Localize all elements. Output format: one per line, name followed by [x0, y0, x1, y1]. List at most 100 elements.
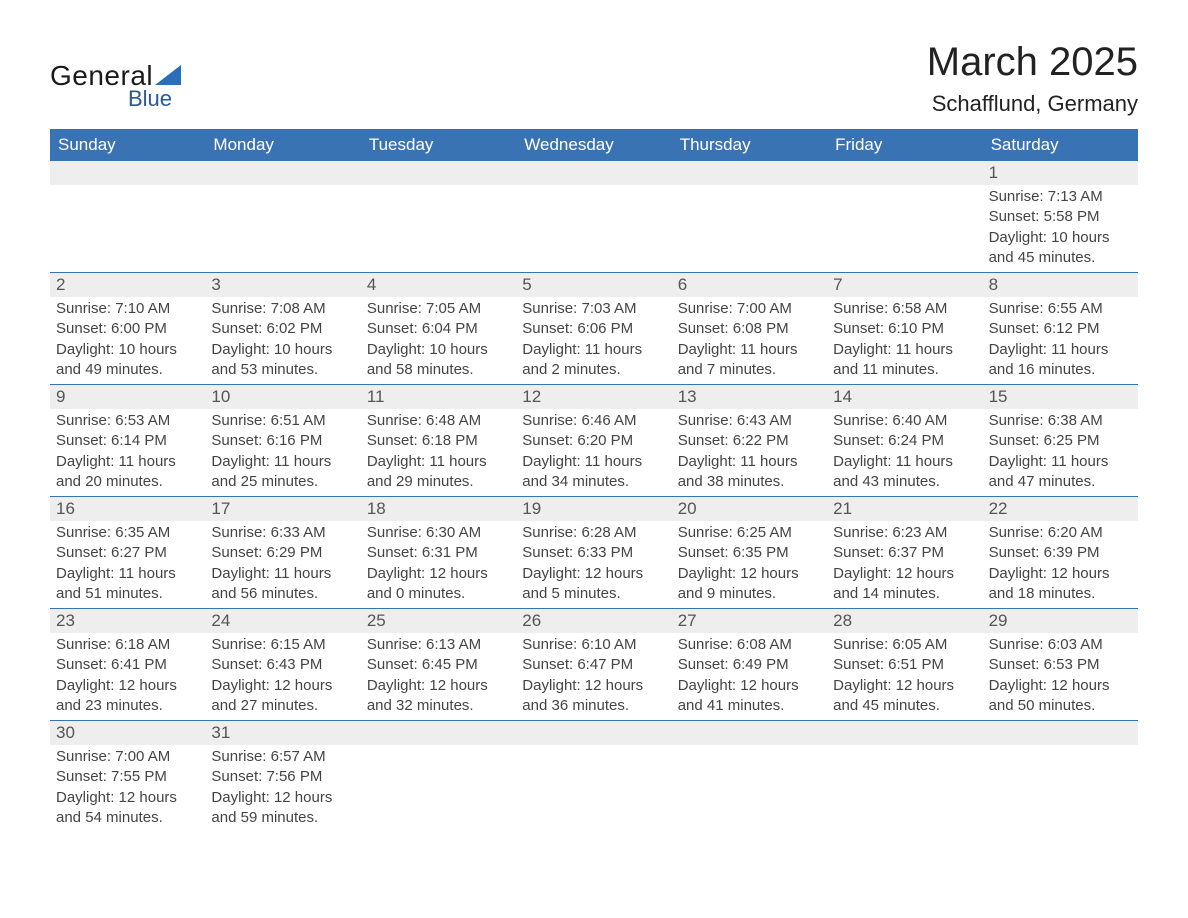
day-info-line: Sunset: 6:24 PM [833, 431, 976, 451]
day-info-line: Sunrise: 6:46 AM [522, 411, 665, 431]
day-info: Sunrise: 6:58 AMSunset: 6:10 PMDaylight:… [827, 297, 982, 384]
day-info-line: Daylight: 12 hours [211, 788, 354, 808]
day-number: 25 [361, 609, 516, 633]
day-info-line: Sunset: 6:02 PM [211, 319, 354, 339]
day-info-line: Sunrise: 6:15 AM [211, 635, 354, 655]
day-info-line: Daylight: 12 hours [833, 564, 976, 584]
calendar-cell [983, 721, 1138, 832]
day-info-line: Sunrise: 6:05 AM [833, 635, 976, 655]
day-info: Sunrise: 7:10 AMSunset: 6:00 PMDaylight:… [50, 297, 205, 384]
day-info-line: and 36 minutes. [522, 696, 665, 716]
empty-day-number [50, 161, 205, 185]
day-info-line: Daylight: 10 hours [211, 340, 354, 360]
day-info-line: Sunset: 6:16 PM [211, 431, 354, 451]
day-info-line: Sunset: 6:31 PM [367, 543, 510, 563]
calendar-cell: 5Sunrise: 7:03 AMSunset: 6:06 PMDaylight… [516, 273, 671, 384]
day-number: 15 [983, 385, 1138, 409]
day-info-line: and 23 minutes. [56, 696, 199, 716]
location: Schafflund, Germany [927, 91, 1138, 117]
day-info: Sunrise: 7:13 AMSunset: 5:58 PMDaylight:… [983, 185, 1138, 272]
day-info-line: Sunset: 6:45 PM [367, 655, 510, 675]
day-info-line: Daylight: 11 hours [211, 452, 354, 472]
calendar-cell: 19Sunrise: 6:28 AMSunset: 6:33 PMDayligh… [516, 497, 671, 608]
day-info-line: Sunset: 6:39 PM [989, 543, 1132, 563]
day-number: 22 [983, 497, 1138, 521]
dayname-sat: Saturday [983, 129, 1138, 161]
calendar-cell [361, 721, 516, 832]
day-info: Sunrise: 6:35 AMSunset: 6:27 PMDaylight:… [50, 521, 205, 608]
calendar-cell: 4Sunrise: 7:05 AMSunset: 6:04 PMDaylight… [361, 273, 516, 384]
day-info-line: Sunrise: 6:18 AM [56, 635, 199, 655]
day-number: 1 [983, 161, 1138, 185]
day-number: 21 [827, 497, 982, 521]
day-info: Sunrise: 7:00 AMSunset: 6:08 PMDaylight:… [672, 297, 827, 384]
day-info-line: and 43 minutes. [833, 472, 976, 492]
calendar-cell: 13Sunrise: 6:43 AMSunset: 6:22 PMDayligh… [672, 385, 827, 496]
day-info-line: Daylight: 11 hours [56, 452, 199, 472]
day-info-line: Sunset: 6:51 PM [833, 655, 976, 675]
day-info-line: Daylight: 11 hours [211, 564, 354, 584]
day-info-line: Sunrise: 6:10 AM [522, 635, 665, 655]
day-info-line: Sunrise: 7:00 AM [56, 747, 199, 767]
day-info-line: Daylight: 12 hours [989, 676, 1132, 696]
calendar-cell: 22Sunrise: 6:20 AMSunset: 6:39 PMDayligh… [983, 497, 1138, 608]
dayname-wed: Wednesday [516, 129, 671, 161]
day-info: Sunrise: 6:10 AMSunset: 6:47 PMDaylight:… [516, 633, 671, 720]
day-number: 10 [205, 385, 360, 409]
day-info-line: Sunrise: 6:25 AM [678, 523, 821, 543]
day-info: Sunrise: 6:05 AMSunset: 6:51 PMDaylight:… [827, 633, 982, 720]
day-info-line: Daylight: 12 hours [211, 676, 354, 696]
day-info-line: Daylight: 12 hours [833, 676, 976, 696]
day-info-line: Sunset: 7:56 PM [211, 767, 354, 787]
calendar-cell [50, 161, 205, 272]
day-info-line: and 59 minutes. [211, 808, 354, 828]
calendar-cell [361, 161, 516, 272]
day-info-line: and 54 minutes. [56, 808, 199, 828]
day-info-line: Daylight: 11 hours [833, 340, 976, 360]
day-info-line: Sunset: 6:49 PM [678, 655, 821, 675]
day-info: Sunrise: 6:15 AMSunset: 6:43 PMDaylight:… [205, 633, 360, 720]
calendar-cell [827, 161, 982, 272]
day-info-line: Sunset: 6:20 PM [522, 431, 665, 451]
day-info-line: and 5 minutes. [522, 584, 665, 604]
day-number: 26 [516, 609, 671, 633]
day-info-line: Sunrise: 6:28 AM [522, 523, 665, 543]
day-info-line: Daylight: 12 hours [56, 676, 199, 696]
day-info-line: and 0 minutes. [367, 584, 510, 604]
day-info-line: Sunrise: 6:57 AM [211, 747, 354, 767]
day-info-line: Sunset: 6:18 PM [367, 431, 510, 451]
day-info-line: and 34 minutes. [522, 472, 665, 492]
day-info-line: and 41 minutes. [678, 696, 821, 716]
calendar-cell: 21Sunrise: 6:23 AMSunset: 6:37 PMDayligh… [827, 497, 982, 608]
dayname-sun: Sunday [50, 129, 205, 161]
day-info-line: Sunrise: 6:08 AM [678, 635, 821, 655]
calendar-cell: 24Sunrise: 6:15 AMSunset: 6:43 PMDayligh… [205, 609, 360, 720]
day-info: Sunrise: 6:20 AMSunset: 6:39 PMDaylight:… [983, 521, 1138, 608]
brand-logo: General Blue [50, 60, 181, 112]
day-info: Sunrise: 6:18 AMSunset: 6:41 PMDaylight:… [50, 633, 205, 720]
day-info-line: Daylight: 11 hours [989, 452, 1132, 472]
day-info-line: Sunset: 6:25 PM [989, 431, 1132, 451]
dayname-tue: Tuesday [361, 129, 516, 161]
day-info-line: Sunset: 6:08 PM [678, 319, 821, 339]
day-info: Sunrise: 6:40 AMSunset: 6:24 PMDaylight:… [827, 409, 982, 496]
calendar-cell: 11Sunrise: 6:48 AMSunset: 6:18 PMDayligh… [361, 385, 516, 496]
calendar-cell: 3Sunrise: 7:08 AMSunset: 6:02 PMDaylight… [205, 273, 360, 384]
calendar-cell: 1Sunrise: 7:13 AMSunset: 5:58 PMDaylight… [983, 161, 1138, 272]
day-number: 28 [827, 609, 982, 633]
calendar-cell: 7Sunrise: 6:58 AMSunset: 6:10 PMDaylight… [827, 273, 982, 384]
calendar-cell: 30Sunrise: 7:00 AMSunset: 7:55 PMDayligh… [50, 721, 205, 832]
day-info-line: and 14 minutes. [833, 584, 976, 604]
calendar-cell: 25Sunrise: 6:13 AMSunset: 6:45 PMDayligh… [361, 609, 516, 720]
empty-day-number [516, 161, 671, 185]
day-info-line: Sunrise: 6:38 AM [989, 411, 1132, 431]
day-info: Sunrise: 6:57 AMSunset: 7:56 PMDaylight:… [205, 745, 360, 832]
empty-day-number [516, 721, 671, 745]
day-info-line: and 20 minutes. [56, 472, 199, 492]
empty-day-number [361, 161, 516, 185]
calendar-cell: 23Sunrise: 6:18 AMSunset: 6:41 PMDayligh… [50, 609, 205, 720]
day-info-line: and 9 minutes. [678, 584, 821, 604]
day-info-line: and 27 minutes. [211, 696, 354, 716]
day-info-line: and 50 minutes. [989, 696, 1132, 716]
calendar-cell: 28Sunrise: 6:05 AMSunset: 6:51 PMDayligh… [827, 609, 982, 720]
